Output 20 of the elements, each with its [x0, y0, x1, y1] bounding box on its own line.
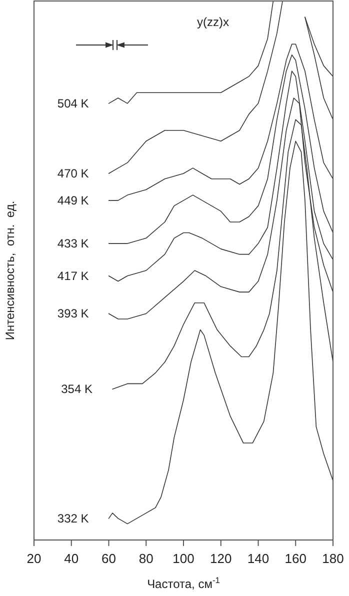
- x-axis-title: Частота, см$^{-1}$: [147, 575, 220, 591]
- series-label: 433 K: [57, 236, 89, 251]
- x-tick-label: 60: [102, 551, 116, 566]
- series-label: 449 K: [57, 193, 89, 208]
- series-label: 504 K: [57, 96, 89, 110]
- x-tick-label: 120: [210, 551, 232, 566]
- series-label: 417 K: [57, 268, 89, 283]
- series-label: 332 K: [57, 511, 89, 526]
- series-label: 470 K: [57, 166, 89, 180]
- text: y(zz)x: [197, 15, 229, 29]
- x-tick-label: 160: [284, 551, 306, 566]
- y-axis-title: Интенсивность, отн. ед.: [3, 200, 17, 340]
- x-tick-label: 100: [172, 551, 194, 566]
- x-tick-label: 180: [322, 551, 344, 566]
- series-label: 354 K: [61, 382, 92, 396]
- series-label: 393 K: [57, 306, 89, 321]
- x-tick-label: 20: [26, 551, 42, 566]
- x-tick-label: 140: [247, 551, 270, 566]
- x-tick-label: 80: [138, 551, 154, 566]
- x-tick-label: 40: [64, 551, 79, 566]
